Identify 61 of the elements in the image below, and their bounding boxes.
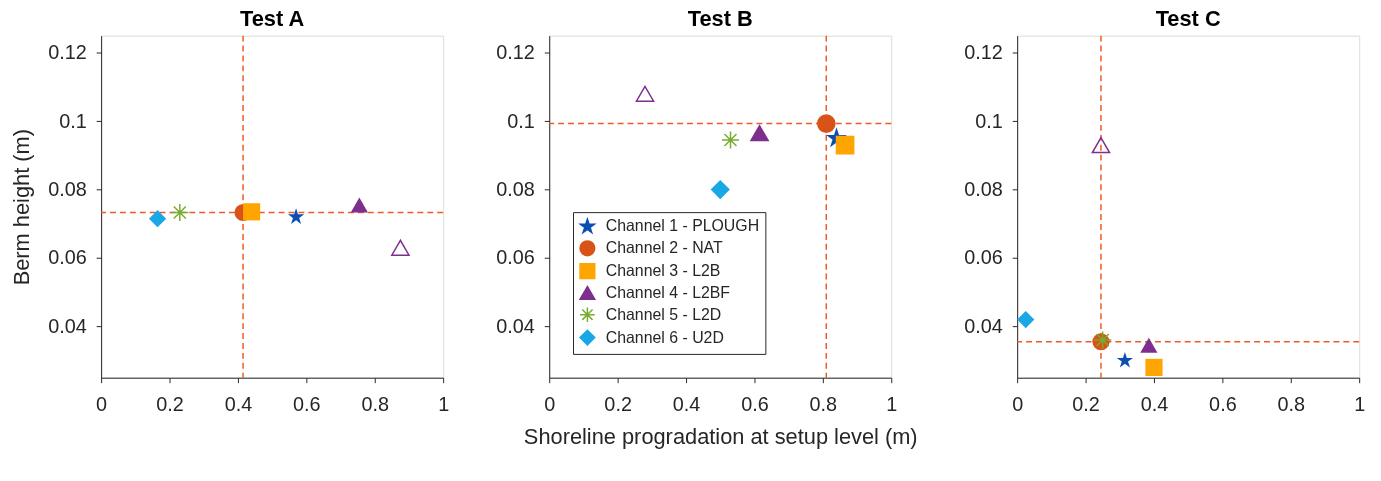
y-tick-label: 0.06 bbox=[48, 246, 87, 269]
y-tick-label: 0.08 bbox=[496, 178, 535, 201]
chart-title: Test C bbox=[1155, 6, 1221, 31]
x-tick-label: 0.4 bbox=[224, 392, 253, 415]
y-axis-title: Berm height (m) bbox=[9, 129, 35, 286]
legend-label: Channel 3 - L2B bbox=[605, 262, 721, 280]
x-tick-label: 1 bbox=[886, 392, 898, 415]
x-tick-label: 0.2 bbox=[156, 392, 184, 415]
x-tick-label: 0.6 bbox=[1209, 392, 1237, 415]
x-tick-label: 0.2 bbox=[604, 392, 632, 415]
y-tick-label: 0.06 bbox=[496, 246, 535, 269]
legend-label: Channel 1 - PLOUGH bbox=[605, 217, 760, 235]
x-tick-label: 0.2 bbox=[1072, 392, 1100, 415]
x-tick-label: 0.8 bbox=[361, 392, 390, 415]
y-tick-label: 0.04 bbox=[496, 314, 535, 337]
point bbox=[1017, 310, 1035, 329]
x-axis-title: Shoreline progradation at setup level (m) bbox=[523, 423, 918, 449]
point bbox=[148, 210, 167, 228]
y-tick-label: 0.1 bbox=[507, 109, 535, 132]
point bbox=[816, 114, 836, 133]
x-tick-label: 0.8 bbox=[1277, 392, 1306, 415]
point bbox=[350, 197, 368, 213]
chart-title: Test B bbox=[687, 6, 753, 31]
y-tick-label: 0.1 bbox=[59, 109, 87, 132]
legend-label: Channel 2 - NAT bbox=[605, 239, 723, 257]
x-tick-label: 0 bbox=[96, 392, 108, 415]
legend-label: Channel 4 - L2BF bbox=[605, 283, 731, 301]
chart-title: Test A bbox=[240, 6, 305, 31]
point bbox=[170, 203, 190, 222]
legend-label: Channel 5 - L2D bbox=[605, 305, 722, 323]
x-tick-label: 0 bbox=[544, 392, 556, 415]
y-tick-label: 0.04 bbox=[48, 314, 87, 337]
y-tick-label: 0.1 bbox=[975, 109, 1003, 132]
x-tick-label: 0.4 bbox=[672, 392, 701, 415]
y-tick-label: 0.04 bbox=[964, 314, 1003, 337]
point bbox=[635, 85, 655, 102]
point bbox=[1145, 358, 1163, 377]
point bbox=[243, 203, 261, 221]
point bbox=[391, 239, 410, 256]
y-tick-label: 0.12 bbox=[964, 41, 1003, 64]
y-tick-label: 0.12 bbox=[496, 41, 535, 64]
x-tick-label: 0.6 bbox=[293, 392, 321, 415]
x-tick-label: 0.8 bbox=[809, 392, 838, 415]
y-tick-label: 0.08 bbox=[48, 178, 87, 201]
point bbox=[750, 124, 769, 142]
y-tick-label: 0.12 bbox=[48, 41, 87, 64]
point bbox=[710, 180, 730, 199]
x-tick-label: 1 bbox=[438, 392, 450, 415]
point bbox=[1140, 337, 1158, 353]
y-tick-label: 0.08 bbox=[964, 178, 1003, 201]
x-tick-label: 0.4 bbox=[1140, 392, 1169, 415]
point bbox=[287, 208, 305, 224]
y-tick-label: 0.06 bbox=[964, 246, 1003, 269]
x-tick-label: 1 bbox=[1354, 392, 1366, 415]
point bbox=[1091, 136, 1111, 154]
point bbox=[835, 135, 855, 155]
legend-label: Channel 6 - U2D bbox=[605, 328, 724, 346]
x-tick-label: 0 bbox=[1012, 392, 1024, 415]
point bbox=[721, 130, 740, 150]
point bbox=[1116, 352, 1134, 368]
x-tick-label: 0.6 bbox=[741, 392, 769, 415]
